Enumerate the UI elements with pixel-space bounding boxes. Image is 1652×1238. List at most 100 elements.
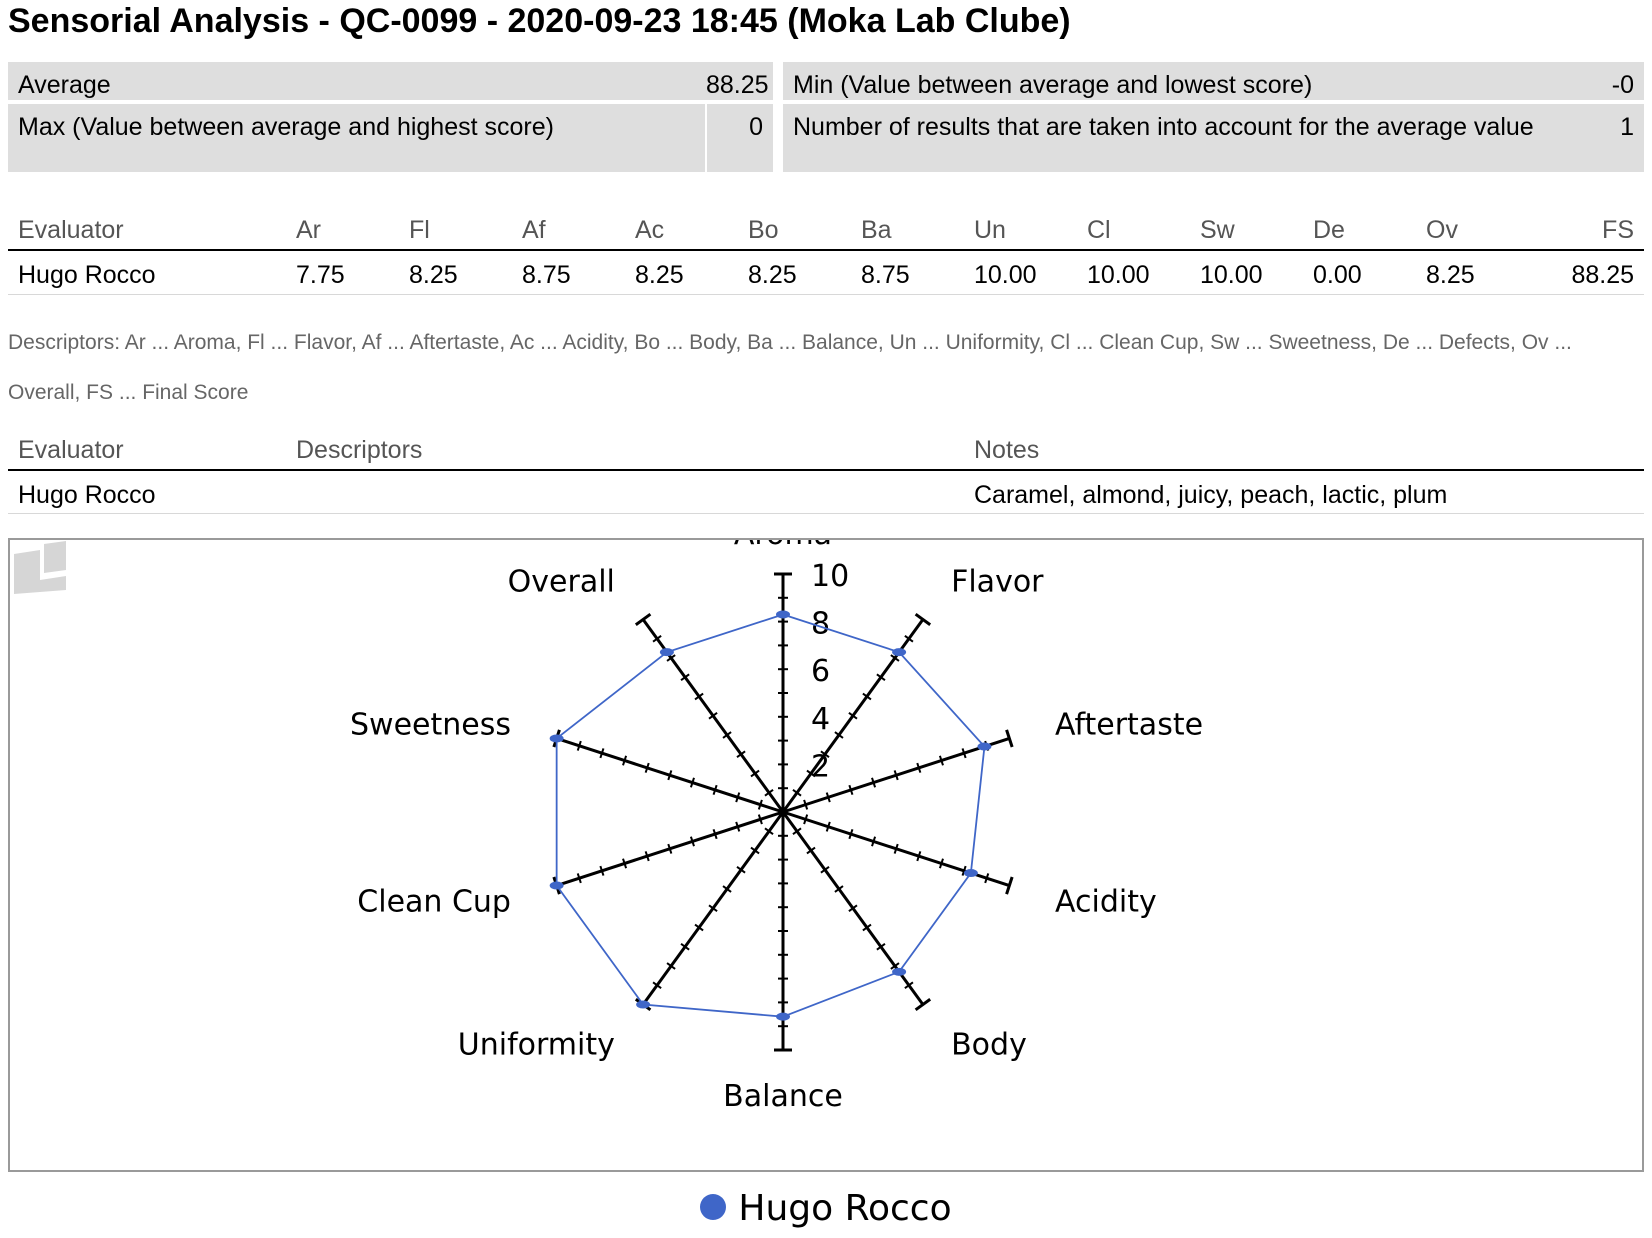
axis-tick — [736, 866, 746, 874]
legend-label: Hugo Rocco — [738, 1188, 952, 1229]
axis-tick — [848, 904, 858, 913]
axis-tick — [904, 634, 914, 643]
col-header-bo: Bo — [748, 216, 779, 244]
col-header-ar: Ar — [296, 216, 321, 244]
data-point — [892, 648, 907, 657]
axis-tick — [622, 755, 628, 766]
axis-tick — [680, 673, 690, 681]
axis-label-overall: Overall — [508, 565, 615, 600]
axis-tick — [862, 692, 872, 701]
evaluator-name: Hugo Rocco — [18, 261, 156, 289]
col-header-sw: Sw — [1200, 216, 1235, 244]
col-header-cl: Cl — [1087, 216, 1111, 244]
score-de: 0.00 — [1313, 261, 1362, 289]
score-bo: 8.25 — [748, 261, 797, 289]
col-header-de: De — [1313, 216, 1345, 244]
col-header-ba: Ba — [861, 216, 892, 244]
axis-tick — [961, 865, 967, 876]
data-point — [892, 967, 907, 976]
axis-label-balance: Balance — [723, 1079, 843, 1114]
axis-tick — [722, 885, 732, 893]
score-cl: 10.00 — [1087, 261, 1150, 289]
axis-tick — [735, 821, 741, 832]
average-value: 88.25 — [706, 71, 769, 99]
axis-tick — [757, 799, 763, 810]
axis-tick — [667, 770, 673, 781]
axis-tick — [848, 828, 854, 840]
axis-label-acidity: Acidity — [1055, 884, 1157, 919]
radial-tick-label: 2 — [811, 749, 830, 784]
radar-chart: Aroma Flavor Aftertaste Acidity Body Balance U… — [350, 540, 1203, 1114]
axis-tick — [871, 836, 877, 847]
header-rule — [8, 469, 1644, 471]
col-header-fs: FS — [1602, 216, 1634, 244]
axis-tick — [708, 904, 718, 913]
score-af: 8.75 — [522, 261, 571, 289]
axis-tick — [708, 711, 718, 720]
score-ba: 8.75 — [861, 261, 910, 289]
count-value: 1 — [1540, 104, 1644, 172]
col-header-descriptors: Descriptors — [296, 436, 423, 464]
axis-tick — [792, 788, 802, 797]
axis-tick — [722, 731, 732, 739]
col-header-fl: Fl — [409, 216, 430, 244]
axis-tick — [904, 981, 914, 990]
data-point — [549, 881, 564, 890]
axis-tick — [694, 923, 704, 932]
axis-tick — [876, 673, 886, 681]
score-fs: 88.25 — [1571, 261, 1634, 289]
col-header-evaluator: Evaluator — [18, 436, 124, 464]
scores-table: Evaluator Ar Fl Af Ac Bo Ba Un Cl Sw De … — [8, 216, 1644, 296]
axis-tick — [666, 654, 676, 662]
legend-marker — [700, 1194, 727, 1220]
data-point — [776, 610, 790, 619]
axis-label-flavor: Flavor — [951, 565, 1044, 600]
col-header-af: Af — [522, 216, 546, 244]
radial-tick-label: 4 — [811, 702, 830, 737]
row-rule — [8, 294, 1644, 295]
col-header-un: Un — [974, 216, 1006, 244]
axis-tick — [803, 814, 809, 825]
axis-tick — [820, 750, 830, 758]
axis-tick — [871, 777, 877, 788]
axis-tick — [938, 858, 944, 869]
axis-tick — [893, 770, 899, 781]
data-point — [963, 869, 978, 878]
axis-tick — [914, 612, 932, 626]
axis-label-body: Body — [951, 1027, 1027, 1062]
max-label: Max (Value between average and highest s… — [8, 104, 705, 172]
score-sw: 10.00 — [1200, 261, 1263, 289]
radial-tick-label: 10 — [811, 559, 849, 594]
axis-tick — [735, 792, 741, 803]
min-label: Min (Value between average and lowest sc… — [783, 62, 1644, 100]
axis-tick — [848, 711, 858, 720]
axis-tick — [576, 873, 582, 884]
axis-tick — [1005, 729, 1014, 748]
axis-tick — [712, 784, 718, 796]
score-ov: 8.25 — [1426, 261, 1475, 289]
axis-tick — [689, 836, 695, 847]
logo-mark-icon — [14, 541, 66, 594]
col-header-ov: Ov — [1426, 216, 1458, 244]
axis-tick — [914, 998, 932, 1012]
axis-tick — [984, 873, 990, 884]
axis-tick — [750, 769, 760, 778]
axis-tick — [599, 865, 605, 876]
notes-table: Evaluator Descriptors Notes Hugo Rocco C… — [8, 436, 1644, 514]
col-header-ac: Ac — [635, 216, 665, 244]
radial-tick-label: 8 — [811, 607, 830, 642]
axis-tick — [1005, 876, 1014, 895]
axis-tick — [667, 843, 673, 854]
axis-tick — [890, 654, 900, 662]
data-point — [776, 1012, 790, 1021]
axis-tick — [666, 962, 676, 970]
axis-tick — [862, 923, 872, 932]
page-title: Sensorial Analysis - QC-0099 - 2020-09-2… — [8, 2, 1071, 40]
axis-tick — [834, 731, 844, 739]
axis-label-clean-cup: Clean Cup — [357, 884, 511, 919]
count-label: Number of results that are taken into ac… — [783, 104, 1540, 172]
score-ac: 8.25 — [635, 261, 684, 289]
axis-label-aftertaste: Aftertaste — [1055, 708, 1203, 743]
axis-tick — [652, 634, 662, 643]
axis-tick — [736, 750, 746, 758]
